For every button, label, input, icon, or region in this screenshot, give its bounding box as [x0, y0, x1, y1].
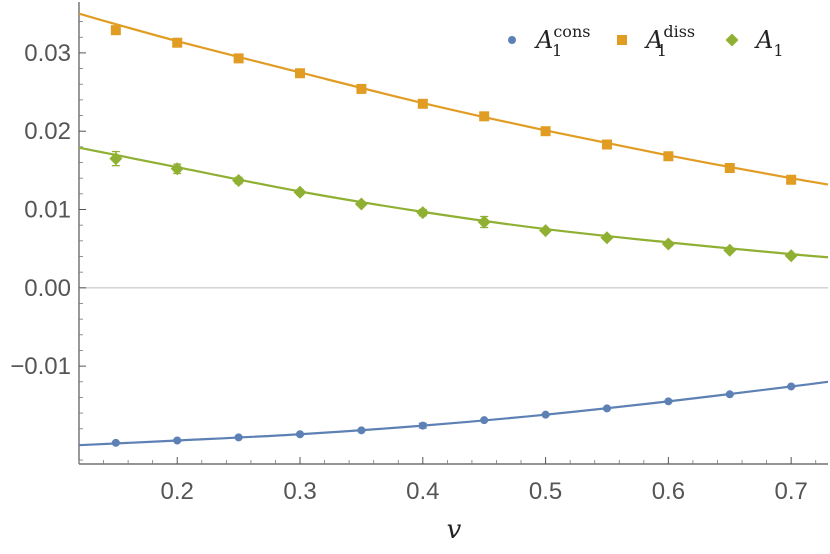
data-point-total [477, 215, 491, 229]
y-tick-label: 0.00 [24, 275, 71, 302]
legend: Acons 1 Adiss 1 A1 [508, 22, 784, 60]
legend-entry-diss: Adiss 1 [644, 22, 695, 60]
data-point-total [170, 162, 184, 176]
data-point-diss [233, 53, 244, 64]
data-point-cons [664, 397, 673, 406]
y-tick-label: 0.01 [24, 197, 71, 224]
axes: 0.2 0.3 0.4 0.5 0.6 0.7 0.03 0.02 0.01 0.00 −0.01 [10, 2, 828, 505]
y-tick-label: 0.02 [24, 118, 71, 145]
data-point-total [416, 206, 430, 220]
data-point-diss [356, 83, 367, 94]
data-point-cons [296, 430, 305, 439]
data-point-cons [111, 438, 120, 447]
data-point-diss [417, 98, 428, 109]
data-point-total [784, 249, 798, 263]
data-point-cons [234, 433, 243, 442]
data-point-cons [541, 410, 550, 419]
y-tick-label: −0.01 [10, 353, 71, 380]
data-point-total [109, 152, 123, 166]
legend-marker-diss [617, 35, 627, 45]
fit-curves [78, 12, 829, 447]
y-tick-label: 0.03 [24, 40, 71, 67]
data-point-diss [663, 151, 674, 162]
data-point-total [661, 237, 675, 251]
fit-curve-total [78, 146, 829, 259]
legend-marker-total [725, 33, 739, 47]
fit-curve-diss [78, 12, 829, 186]
legend-entry-cons: Acons 1 [534, 22, 590, 60]
data-point-cons [602, 404, 611, 413]
x-tick-label: 0.4 [406, 478, 439, 505]
data-point-cons [725, 390, 734, 399]
data-point-cons [357, 426, 366, 435]
legend-entry-total: A1 [754, 26, 784, 60]
data-point-total [600, 231, 614, 245]
data-point-diss [295, 68, 306, 79]
x-tick-label: 0.6 [652, 478, 685, 505]
data-point-total [232, 174, 246, 188]
x-tick-label: 0.2 [161, 478, 194, 505]
data-point-diss [786, 174, 797, 185]
data-point-cons [173, 436, 182, 445]
data-point-diss [110, 25, 121, 36]
data-point-cons [418, 421, 427, 430]
data-points [109, 25, 798, 447]
data-point-diss [479, 111, 490, 122]
x-axis-label: v [447, 515, 462, 545]
data-point-total [723, 243, 737, 257]
data-point-total [539, 224, 553, 238]
x-tick-label: 0.7 [774, 478, 807, 505]
data-point-total [293, 185, 307, 199]
data-point-diss [540, 126, 551, 137]
data-point-cons [787, 382, 796, 391]
data-point-diss [724, 163, 735, 174]
data-point-diss [601, 139, 612, 150]
data-point-cons [480, 416, 489, 425]
fit-curve-cons [78, 380, 829, 447]
data-point-diss [172, 37, 183, 48]
data-point-total [354, 197, 368, 211]
x-tick-label: 0.5 [529, 478, 562, 505]
x-tick-label: 0.3 [283, 478, 316, 505]
legend-marker-cons [508, 36, 516, 44]
